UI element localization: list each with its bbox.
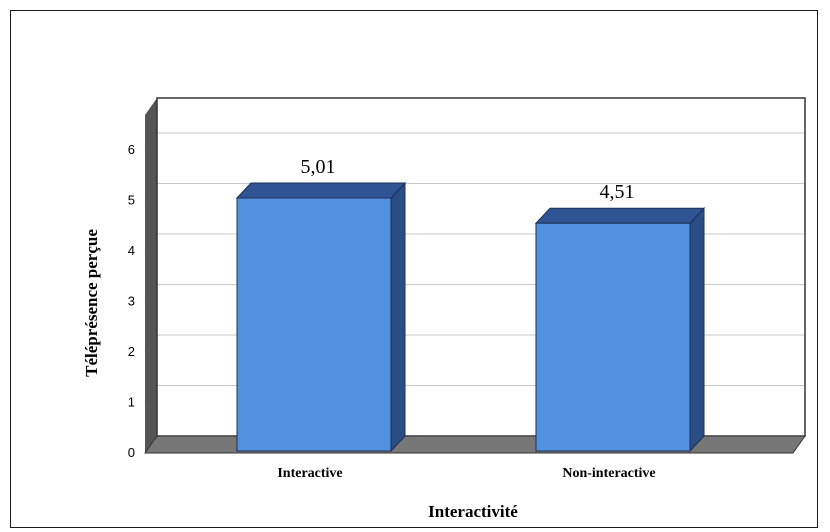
y-axis-ticks: 0 1 2 3 4 5 6 bbox=[128, 142, 135, 460]
data-label: 5,01 bbox=[301, 156, 336, 178]
y-axis-title: Téléprésence perçue bbox=[82, 229, 101, 377]
bars bbox=[235, 181, 706, 453]
left-wall bbox=[145, 98, 157, 453]
x-category-label: Interactive bbox=[277, 466, 342, 481]
bar-top bbox=[534, 207, 706, 224]
y-tick-label: 3 bbox=[128, 294, 135, 309]
y-tick-label: 4 bbox=[128, 243, 135, 258]
chart-frame: 0 1 2 3 4 5 6 5,01 4,51 Interactive Non-interact… bbox=[10, 10, 818, 528]
bar-side bbox=[390, 181, 406, 453]
y-tick-label: 0 bbox=[128, 445, 135, 460]
data-labels: 5,01 4,51 bbox=[301, 156, 635, 203]
y-tick-label: 5 bbox=[128, 193, 135, 208]
bar bbox=[236, 197, 392, 452]
data-label: 4,51 bbox=[600, 181, 635, 203]
x-axis-title: Interactivité bbox=[428, 502, 518, 521]
bar-chart: 0 1 2 3 4 5 6 5,01 4,51 Interactive Non-interact… bbox=[82, 97, 806, 521]
bar bbox=[535, 222, 691, 452]
y-tick-label: 6 bbox=[128, 142, 135, 157]
y-tick-label: 2 bbox=[128, 344, 135, 359]
y-tick-label: 1 bbox=[128, 395, 135, 410]
x-axis-categories: Interactive Non-interactive bbox=[277, 466, 655, 481]
bar-side bbox=[689, 206, 705, 453]
x-category-label: Non-interactive bbox=[562, 466, 655, 481]
bar-top bbox=[235, 182, 407, 199]
